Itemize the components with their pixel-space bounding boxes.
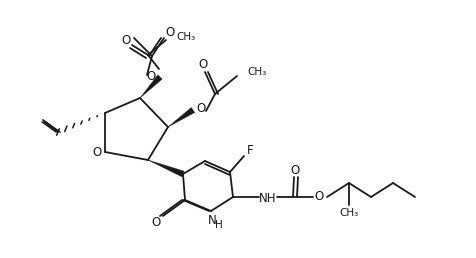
Text: O: O: [314, 190, 324, 204]
Text: O: O: [165, 27, 175, 39]
Text: CH₃: CH₃: [339, 208, 358, 218]
Text: O: O: [92, 147, 101, 159]
Text: O: O: [290, 165, 299, 178]
Text: CH₃: CH₃: [176, 32, 195, 42]
Text: NH: NH: [259, 191, 277, 205]
Text: O: O: [198, 59, 208, 71]
Text: CH₃: CH₃: [247, 67, 266, 77]
Text: N: N: [208, 214, 217, 227]
Text: F: F: [247, 144, 253, 157]
Text: H: H: [215, 220, 223, 230]
Polygon shape: [168, 108, 195, 127]
Text: O: O: [197, 102, 206, 116]
Text: O: O: [121, 35, 130, 47]
Text: O: O: [147, 69, 156, 83]
Polygon shape: [148, 160, 184, 177]
Polygon shape: [140, 75, 162, 98]
Text: O: O: [151, 215, 160, 229]
